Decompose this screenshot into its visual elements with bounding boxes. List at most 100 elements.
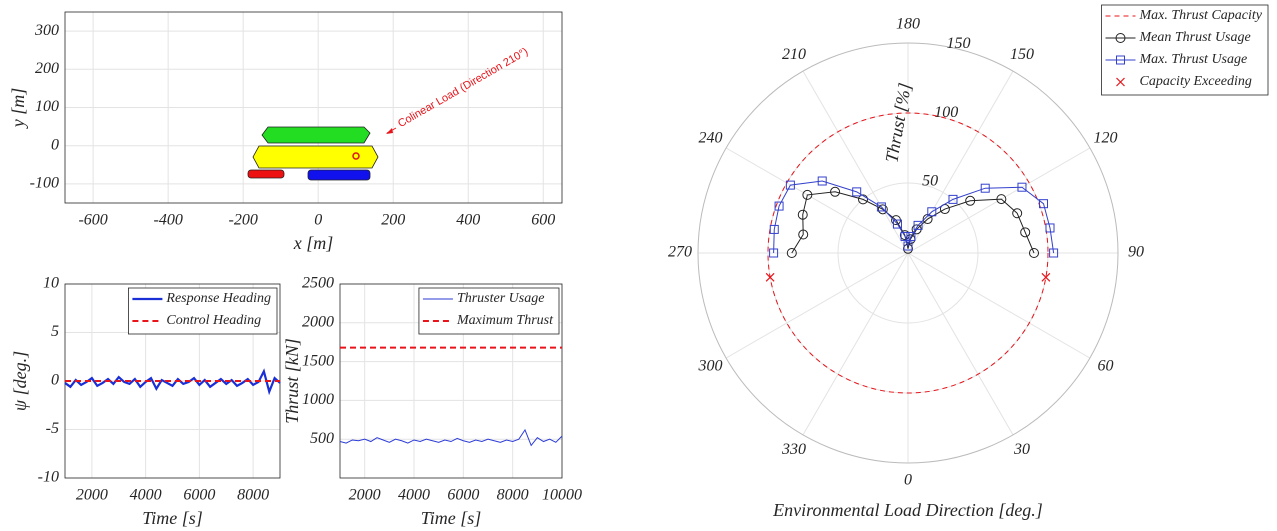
x-tick-label: -400 [153,212,182,229]
theta-tick-label: 60 [1097,358,1113,375]
point [786,248,797,258]
y-tick-label: 1000 [302,391,334,408]
y-tick-label: 10 [43,275,59,292]
point [948,194,958,204]
legend-marker [1116,77,1125,87]
y-tick-label: -5 [46,420,59,437]
point [1012,208,1023,219]
point [927,207,937,217]
legend-label: Max. Thrust Capacity [1139,8,1263,23]
point [1045,223,1055,233]
point [858,194,869,205]
legend: Thruster Usage Maximum Thrust [418,287,560,335]
x-tick-label: 6000 [447,487,479,504]
plot-frame [64,11,563,204]
point [1039,199,1049,209]
legend-label: Thruster Usage [457,291,545,306]
x-tick-label: 8000 [497,487,529,504]
y-tick-label: 0 [51,372,59,389]
point [797,209,808,220]
vessel [307,169,371,181]
theta-tick-label: 30 [1013,441,1030,458]
x-tick-label: 2000 [349,487,381,504]
y-tick-label: 0 [51,136,59,153]
legend-box [128,287,278,335]
grid-spoke [907,147,1091,254]
theta-tick-label: 180 [896,16,920,33]
point [769,224,779,234]
x-tick-label: 4000 [130,487,162,504]
vessels [247,126,397,181]
vessel [247,169,285,179]
x-tick-label: 0 [314,212,322,229]
x-tick-label: 8000 [237,487,269,504]
series-line [791,191,1035,254]
x-tick-label: 4000 [398,487,430,504]
theta-tick-label: 90 [1128,244,1144,261]
vessel [261,126,371,144]
grid-spoke [907,252,1091,359]
point [965,195,976,206]
point [802,189,813,200]
point [1041,272,1051,282]
legend-label: Max. Thrust Usage [1139,52,1248,67]
x-tick-label: -600 [78,212,107,229]
series-line [64,368,281,396]
y-tick-label: 2500 [302,275,334,292]
theta-tick-label: 270 [668,244,692,261]
series-line [773,180,1055,254]
theta-tick-label: 210 [782,46,806,63]
r-tick-label: 50 [922,173,938,190]
grid-spoke [725,252,909,359]
r-tick-label: 150 [946,35,970,52]
x-tick-label: 600 [531,212,555,229]
y-tick-label: 1500 [302,352,334,369]
theta-tick-label: 120 [1093,130,1117,147]
y-axis-label: y [m] [8,88,28,130]
legend-box [418,287,560,335]
point [996,194,1007,205]
theta-tick-label: 150 [1010,46,1034,63]
legend-label: Mean Thrust Usage [1139,30,1251,45]
point [980,183,990,193]
series-line [339,428,563,447]
vessel [252,145,379,169]
theta-tick-label: 0 [904,472,912,489]
point [876,202,886,212]
grid-spoke [802,252,909,436]
y-tick-label: 500 [310,430,334,447]
legend: Max. Thrust Capacity Mean Thrust Usage Max… [1101,4,1269,96]
theta-tick-label: 240 [699,130,723,147]
point [765,272,775,282]
point [892,219,902,229]
point [769,248,779,258]
point [1049,248,1059,258]
point [830,186,841,197]
capacity-circle [767,112,1049,394]
y-tick-label: 100 [35,98,59,115]
point [1017,182,1027,192]
x-tick-label: -200 [229,212,258,229]
y-tick-label: 300 [34,22,59,39]
y-tick-label: -100 [30,175,59,192]
point [1029,248,1039,258]
y-tick-label: -10 [38,469,59,486]
theta-tick-label: 300 [698,358,723,375]
legend-label: Capacity Exceeding [1140,74,1252,89]
r-tick-label: 100 [934,104,958,121]
legend-marker [1116,55,1125,65]
x-axis-label: Time [s] [421,508,482,528]
point [877,204,888,215]
x-tick-label: 400 [456,212,480,229]
point [774,201,784,211]
x-axis-label: x [m] [293,233,334,253]
legend-label: Maximum Thrust [456,313,554,328]
polar-frame [697,42,1119,464]
y-axis-label: Thrust [kN] [282,338,302,424]
legend-box [1101,4,1269,96]
x-tick-label: 10000 [542,487,582,504]
point [906,231,916,241]
point [817,176,827,186]
y-tick-label: 5 [51,323,59,340]
